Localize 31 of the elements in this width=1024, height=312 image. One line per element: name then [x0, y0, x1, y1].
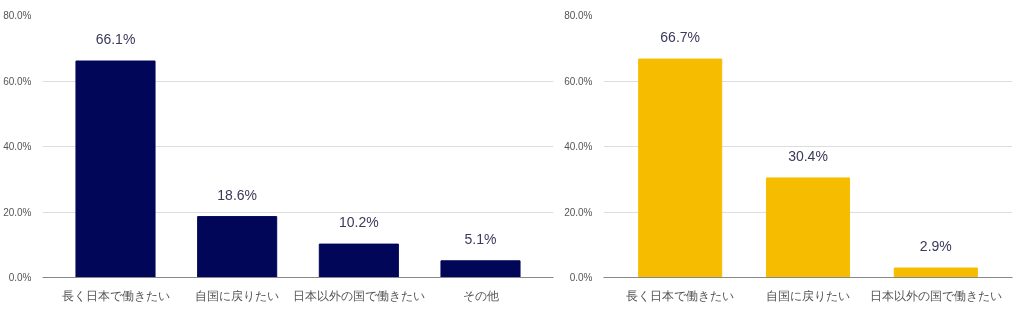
bar: [638, 58, 723, 278]
x-tick-label: 自国に戻りたい: [195, 288, 280, 303]
data-label: 2.9%: [919, 238, 952, 254]
y-tick-label: 80.0%: [3, 10, 32, 21]
bar: [765, 177, 851, 278]
data-label: 30.4%: [788, 147, 828, 164]
data-label: 18.6%: [217, 186, 258, 203]
data-label: 5.1%: [464, 230, 497, 247]
y-tick-label: 60.0%: [3, 75, 32, 87]
y-tick-label: 60.0%: [564, 75, 593, 87]
y-tick-label: 40.0%: [564, 141, 593, 152]
x-tick-label: 長く日本で働きたい: [61, 288, 170, 303]
x-tick-label: 自国に戻りたい: [766, 288, 850, 303]
x-tick-label: その他: [462, 288, 499, 303]
data-label: 66.7%: [660, 29, 701, 46]
x-tick-label: 日本以外の国で働きたい: [292, 288, 425, 303]
data-label: 66.1%: [95, 31, 136, 48]
y-tick-label: 80.0%: [564, 10, 593, 21]
bar: [197, 216, 278, 278]
bar: [440, 260, 521, 278]
y-tick-label: 0.0%: [8, 272, 32, 283]
y-tick-label: 20.0%: [3, 206, 32, 218]
y-tick-label: 40.0%: [3, 141, 32, 152]
x-tick-label: 長く日本で働きたい: [626, 288, 735, 303]
bar: [75, 60, 156, 278]
bar: [893, 267, 978, 278]
y-tick-label: 0.0%: [569, 272, 593, 283]
x-tick-label: 日本以外の国で働きたい: [869, 288, 1002, 303]
bar: [318, 243, 399, 278]
y-tick-label: 20.0%: [564, 206, 593, 218]
data-label: 10.2%: [338, 214, 379, 231]
